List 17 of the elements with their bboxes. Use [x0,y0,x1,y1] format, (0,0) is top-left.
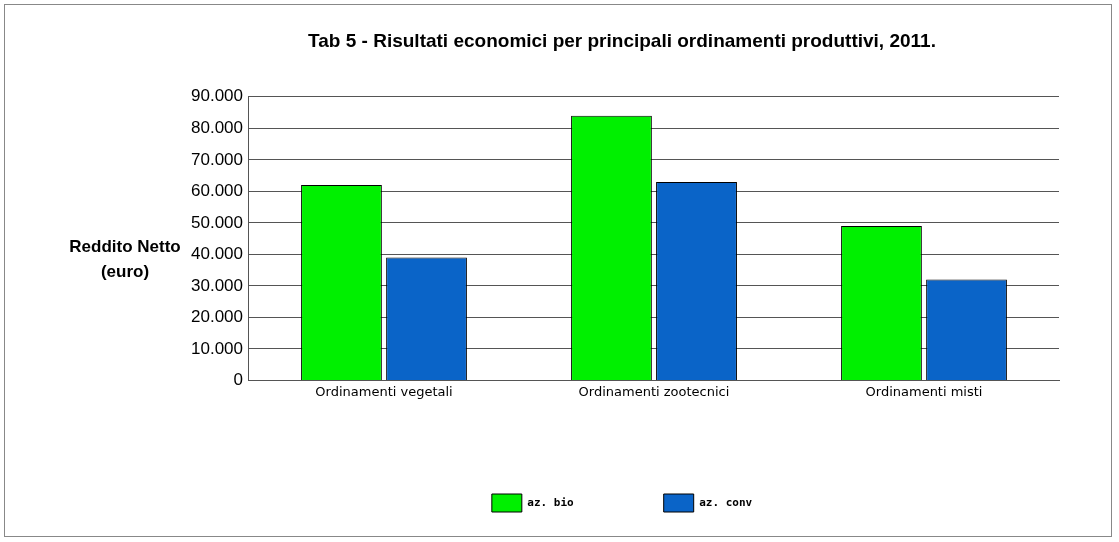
y-tick-label: 70.000 [191,149,243,169]
y-tick-label: 10.000 [191,338,243,358]
y-axis-title: Reddito Netto (euro) [69,237,181,281]
y-tick-label: 30.000 [191,275,243,295]
y-tick-label: 0 [233,370,243,390]
chart-title: Tab 5 - Risultati economici per principali ordinamenti produttivi, 2011. [308,29,936,51]
x-tick-label: Ordinamenti zootecnici [578,383,730,399]
legend-label: az. bio [527,495,575,509]
x-tick-label: Ordinamenti misti [865,383,983,399]
y-tick-label: 20.000 [191,307,243,327]
legend-label: az. conv [699,495,753,509]
y-tick-label: 40.000 [191,244,243,264]
y-tick-label: 60.000 [191,181,243,201]
y-tick-label: 50.000 [191,212,243,232]
y-tick-label: 80.000 [191,118,243,137]
x-tick-label: Ordinamenti vegetali [315,383,453,399]
y-tick-label: 90.000 [191,86,243,106]
